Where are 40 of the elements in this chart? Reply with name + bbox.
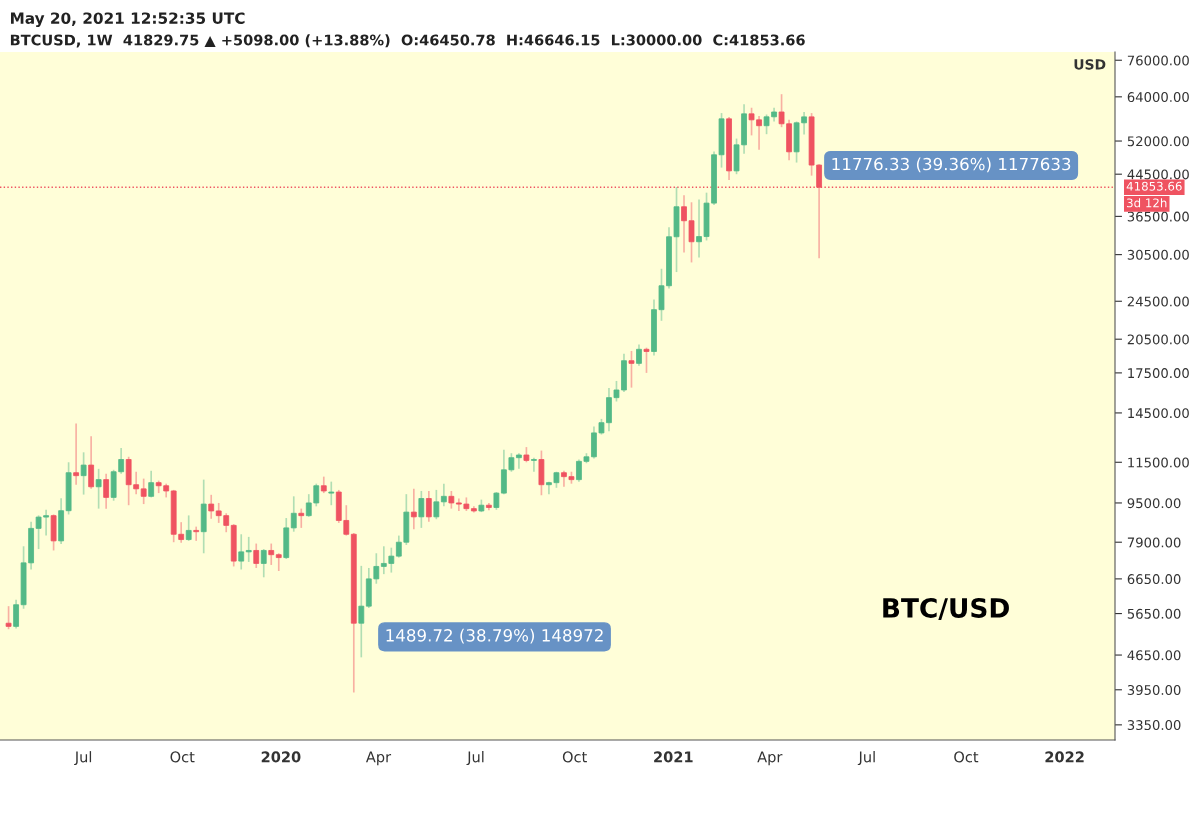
text: 3d 12h xyxy=(1127,198,1167,208)
candlestick xyxy=(275,552,282,572)
y-tick-label: 30500.00 xyxy=(1127,249,1189,260)
x-tick-label: 2020 xyxy=(261,751,301,763)
y-tick-label: 17500.00 xyxy=(1128,368,1189,379)
x-tick-label: 2021 xyxy=(654,751,693,763)
x-tick-label: Apr xyxy=(365,751,392,766)
candlestick xyxy=(531,456,537,473)
chart-subtitle: BTCUSD, 1W 41829.75 ▲ +5098.00 (+13.88%) O:46450.78 H:46646.15 L:30000.00 C:41853.66 xyxy=(10,34,805,48)
y-tick-label: 7900.00 xyxy=(1127,537,1181,548)
y-tick-label: 52000.00 xyxy=(1127,136,1189,147)
x-tick-label: Oct xyxy=(562,751,587,763)
x-tick-label: Jul xyxy=(466,751,484,766)
x-tick-label: Jul xyxy=(74,751,92,766)
y-tick-label: 3350.00 xyxy=(1127,720,1181,731)
chart-title: May 20, 2021 12:52:35 UTC xyxy=(11,12,245,28)
annotation: BTC/USD xyxy=(883,597,1009,620)
annotation: 1489.72 (38.79%) 148972 xyxy=(386,628,603,644)
x-tick-label: Oct xyxy=(170,751,195,763)
x-tick-label: Jul xyxy=(857,751,875,766)
y-tick-label: 44500.00 xyxy=(1127,169,1189,180)
x-tick-label: 2022 xyxy=(1045,751,1084,763)
y-tick-label: 64000.00 xyxy=(1127,92,1189,103)
y-tick-label: 5650.00 xyxy=(1127,608,1181,619)
y-tick-label: 3950.00 xyxy=(1127,685,1181,695)
x-tick-label: Oct xyxy=(954,751,979,763)
candlestick xyxy=(193,525,200,542)
y-tick-label: 20500.00 xyxy=(1127,334,1189,345)
x-tick-label: Apr xyxy=(757,751,783,766)
y-tick-label: 36500.00 xyxy=(1127,211,1189,222)
y-tick-label: 76000.00 xyxy=(1127,55,1189,66)
y-tick-label: 11500.00 xyxy=(1128,457,1189,468)
y-axis-title: USD xyxy=(1074,59,1106,70)
y-tick-label: 9500.00 xyxy=(1127,498,1181,509)
y-tick-label: 6650.00 xyxy=(1127,574,1181,585)
y-tick-label: 24500.00 xyxy=(1127,296,1189,307)
y-tick-label: 4650.00 xyxy=(1127,650,1181,661)
y-tick-label: 14500.00 xyxy=(1128,408,1189,419)
annotation: 11776.33 (39.36%) 1177633 xyxy=(832,157,1071,173)
ref-line-label: 41853.66 xyxy=(1126,181,1182,191)
